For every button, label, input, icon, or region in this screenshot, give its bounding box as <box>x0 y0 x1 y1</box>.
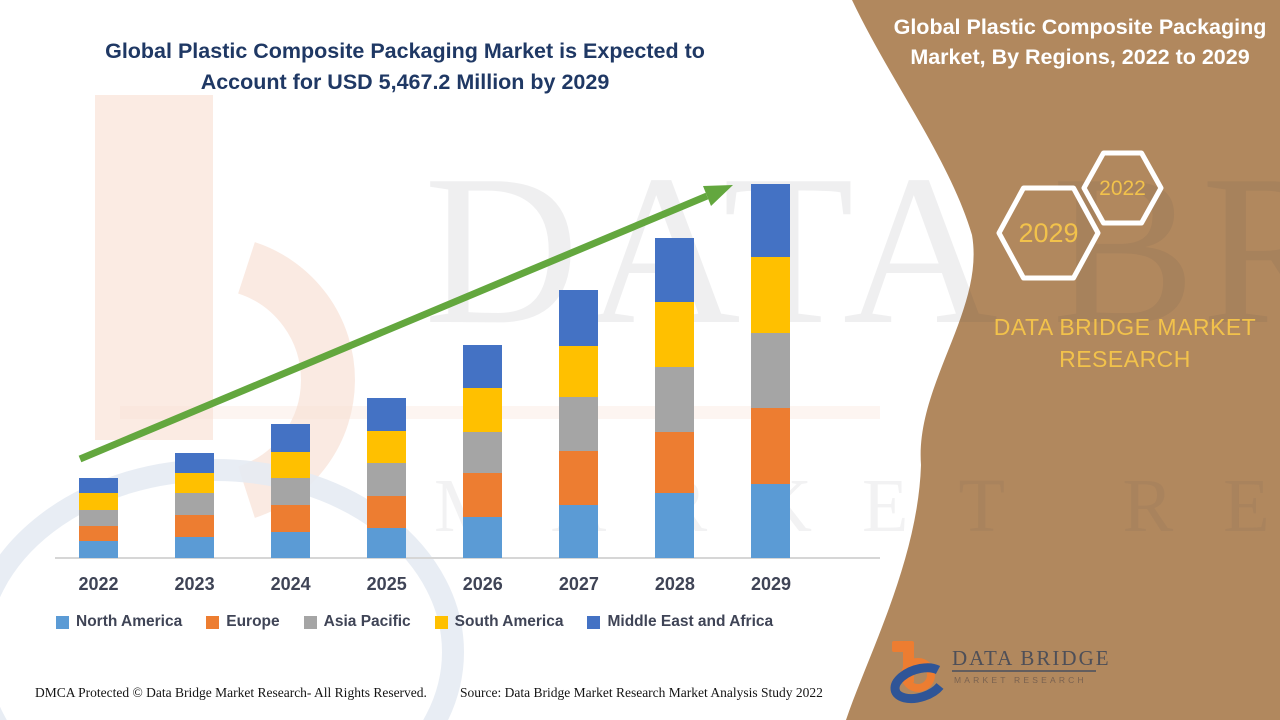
bar-2023-segment-asia-pacific <box>175 493 215 516</box>
bar-2028-segment-north-america <box>655 493 695 558</box>
footer-dmca-text: DMCA Protected © Data Bridge Market Rese… <box>35 685 427 700</box>
hexagon-2029 <box>996 185 1101 281</box>
bar-2023-segment-north-america <box>175 537 215 558</box>
brand-text: DATA BRIDGE MARKET RESEARCH <box>955 311 1280 375</box>
hexagon-2022-label: 2022 <box>1099 177 1146 200</box>
legend-swatch-europe <box>206 615 220 629</box>
x-axis-label-2026: 2026 <box>462 574 503 594</box>
legend-item-europe: Europe <box>206 613 280 631</box>
bar-2028-segment-middle-east-and-africa <box>655 238 695 303</box>
hexagon-2022 <box>1081 150 1164 226</box>
side-panel-title: Global Plastic Composite Packaging Marke… <box>893 15 1267 69</box>
watermark-logo-stem <box>95 95 213 440</box>
watermark-swoosh-ring <box>0 459 464 720</box>
bar-2023-segment-europe <box>175 515 215 538</box>
legend-label: Europe <box>226 613 280 630</box>
legend-label: South America <box>454 613 564 630</box>
bar-2029-segment-europe <box>751 408 791 485</box>
legend-swatch-asia-pacific <box>303 615 317 629</box>
bar-2025-segment-asia-pacific <box>367 462 407 496</box>
chart-legend: North America Europe Asia Pacific South Ame… <box>56 613 773 631</box>
bar-2024-segment-south-america <box>271 451 311 478</box>
bar-2028-segment-south-america <box>655 302 695 368</box>
x-axis-label-2028: 2028 <box>654 574 695 594</box>
trend-arrow-head <box>703 185 733 206</box>
bar-2027-segment-south-america <box>559 345 599 397</box>
bar-2026-segment-asia-pacific <box>463 431 503 473</box>
side-panel-shape <box>846 0 1280 720</box>
x-axis-label-2025: 2025 <box>366 574 407 594</box>
bar-2022-segment-asia-pacific <box>79 509 118 526</box>
legend-item-middle-east-and-africa: Middle East and Africa <box>587 613 773 631</box>
trend-arrow-line <box>78 192 709 463</box>
chart-title: Global Plastic Composite Packaging Marke… <box>70 36 740 98</box>
legend-item-south-america: South America <box>434 613 564 631</box>
company-logo-subtitle: MARKET RESEARCH <box>954 675 1087 685</box>
bar-2027-segment-north-america <box>559 504 599 558</box>
bar-2028-segment-europe <box>655 432 695 494</box>
bar-2029-segment-middle-east-and-africa <box>751 184 791 258</box>
company-logo-underline <box>952 670 1096 672</box>
bar-2029-segment-asia-pacific <box>751 333 791 409</box>
company-logo-title: DATA BRIDGE <box>952 646 1111 670</box>
bar-2029-segment-south-america <box>751 257 791 334</box>
bar-2024-segment-middle-east-and-africa <box>271 423 311 452</box>
legend-swatch-south-america <box>434 615 448 629</box>
bar-2027-segment-europe <box>559 450 599 505</box>
bar-2023-segment-south-america <box>175 472 215 494</box>
bar-2024-segment-europe <box>271 505 311 533</box>
bar-2026-segment-middle-east-and-africa <box>463 344 503 388</box>
x-axis-label-2023: 2023 <box>174 574 215 594</box>
legend-item-asia-pacific: Asia Pacific <box>303 613 411 631</box>
chart-title-line1: Global Plastic Composite Packaging Marke… <box>105 39 705 63</box>
bar-2026-segment-europe <box>463 472 503 517</box>
bar-2026-segment-north-america <box>463 516 503 558</box>
legend-swatch-middle-east-and-africa <box>587 615 601 629</box>
bar-2024-segment-north-america <box>271 532 311 558</box>
x-axis-label-2022: 2022 <box>78 574 119 594</box>
bar-2022-segment-north-america <box>79 540 118 558</box>
bar-2027-segment-asia-pacific <box>559 396 599 451</box>
x-axis-label-2027: 2027 <box>558 574 599 594</box>
bar-2022-segment-europe <box>79 525 118 541</box>
bar-2022-segment-south-america <box>79 492 118 510</box>
company-logo-icon <box>890 641 944 703</box>
legend-item-north-america: North America <box>56 613 182 631</box>
bar-2023-segment-middle-east-and-africa <box>175 452 215 473</box>
bar-2025-segment-middle-east-and-africa <box>367 397 407 431</box>
x-axis-label-2029: 2029 <box>750 574 791 594</box>
legend-label: North America <box>76 613 183 630</box>
legend-swatch-north-america <box>56 615 69 629</box>
logo-swoosh <box>890 663 944 703</box>
bar-2027-segment-middle-east-and-africa <box>559 289 599 346</box>
bar-2024-segment-asia-pacific <box>271 477 311 505</box>
chart-title-line2: Account for USD 5,467.2 Million by 2029 <box>200 70 610 94</box>
bar-2025-segment-europe <box>367 495 407 528</box>
bar-2025-segment-south-america <box>367 430 407 463</box>
legend-label: Asia Pacific <box>323 613 411 630</box>
bar-2028-segment-asia-pacific <box>655 367 695 433</box>
bar-2022-segment-middle-east-and-africa <box>79 477 118 493</box>
x-axis-label-2024: 2024 <box>270 574 311 594</box>
bar-2026-segment-south-america <box>463 387 503 432</box>
bar-2025-segment-north-america <box>367 527 407 558</box>
brand-text-line2: RESEARCH <box>1059 346 1191 372</box>
brand-text-line1: DATA BRIDGE MARKET <box>993 314 1257 340</box>
footer-source-text: Source: Data Bridge Market Research Mark… <box>460 685 823 700</box>
hexagon-2029-label: 2029 <box>1018 218 1079 248</box>
bar-2029-segment-north-america <box>751 484 791 558</box>
legend-label: Middle East and Africa <box>607 613 774 630</box>
